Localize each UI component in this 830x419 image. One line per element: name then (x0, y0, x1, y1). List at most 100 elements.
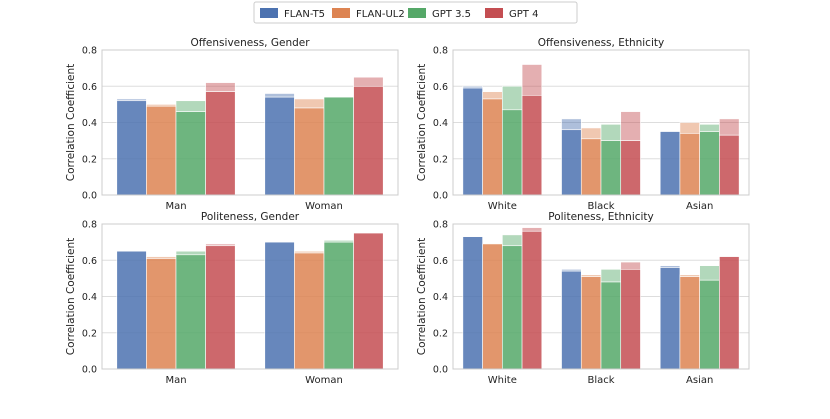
bar (264, 241, 295, 370)
panel-title: Politeness, Gender (201, 211, 300, 223)
y-tick-label: 0.2 (82, 154, 97, 165)
plot-frame (452, 49, 750, 196)
bar (521, 95, 543, 196)
y-tick-label: 0.0 (82, 191, 97, 202)
y-tick-label: 0.4 (82, 292, 97, 303)
bar-upper-estimate (502, 234, 523, 247)
bar (353, 85, 384, 196)
legend-entry: FLAN-T5 (260, 8, 325, 20)
x-tick-label: Man (165, 375, 186, 386)
bar (353, 232, 384, 370)
panel-title: Offensiveness, Ethnicity (538, 37, 664, 49)
y-axis-label: Correlation Coefficient (416, 238, 428, 356)
plot-frame (101, 49, 399, 196)
bar (561, 270, 582, 370)
plot-frame (452, 223, 750, 370)
bar (294, 107, 325, 196)
bar (580, 138, 602, 196)
bar (699, 131, 720, 196)
bar (146, 105, 177, 196)
y-tick-label: 0.2 (82, 328, 97, 339)
y-tick-label: 0.2 (433, 328, 448, 339)
legend-label: FLAN-T5 (284, 9, 325, 20)
y-axis-label: Correlation Coefficient (65, 64, 77, 182)
y-tick-label: 0.6 (433, 256, 448, 267)
panel-off-ethnicity: 0.0 0.2 0.4 0.6 0.8 White Black Asian Offensiven… (416, 37, 750, 212)
y-tick-label: 0.4 (82, 118, 97, 129)
y-tick-label: 0.0 (433, 365, 448, 376)
bar-upper-estimate (205, 82, 236, 92)
bar (719, 256, 740, 370)
legend-label: FLAN-UL2 (356, 9, 405, 20)
legend-swatch (408, 8, 426, 18)
y-tick-label: 0.6 (433, 82, 448, 93)
bar-upper-estimate (175, 250, 206, 256)
y-tick-label: 0.0 (82, 365, 97, 376)
bar-upper-estimate (600, 269, 622, 283)
bar (205, 91, 236, 196)
bar (502, 245, 523, 370)
bar-upper-estimate (561, 118, 582, 131)
bar (719, 134, 740, 196)
x-tick-label: Woman (305, 201, 343, 212)
bar-upper-estimate (175, 100, 206, 112)
bar (116, 250, 147, 370)
bar (462, 236, 483, 370)
bar (116, 100, 147, 196)
bar (205, 245, 236, 370)
bar (659, 131, 681, 196)
legend-entry: FLAN-UL2 (332, 8, 405, 20)
bar (175, 111, 206, 196)
x-tick-label: Woman (305, 375, 343, 386)
bar (521, 230, 543, 370)
bar-upper-estimate (264, 93, 295, 98)
y-tick-label: 0.4 (433, 118, 448, 129)
x-tick-label: Black (587, 375, 614, 386)
bar-upper-estimate (353, 76, 384, 87)
bar (600, 281, 622, 370)
plot-frame (101, 223, 399, 370)
bar-upper-estimate (482, 91, 503, 100)
panels: 0.0 0.2 0.4 0.6 0.8 Man Woman Offensiveness, Ge… (65, 37, 750, 386)
bar-upper-estimate (580, 127, 602, 140)
x-tick-label: White (488, 375, 517, 386)
bar (679, 276, 700, 370)
panel-title: Offensiveness, Gender (190, 37, 310, 49)
bar (699, 279, 720, 370)
bar-upper-estimate (719, 118, 740, 136)
y-tick-label: 0.0 (433, 191, 448, 202)
x-tick-label: White (488, 201, 517, 212)
bar-upper-estimate (521, 64, 543, 96)
bar-upper-estimate (699, 265, 720, 281)
bar (323, 96, 354, 196)
y-axis-label: Correlation Coefficient (65, 238, 77, 356)
bar (679, 133, 700, 196)
bar-upper-estimate (521, 227, 543, 232)
bar-upper-estimate (679, 122, 700, 134)
y-tick-label: 0.8 (82, 220, 97, 231)
bar (620, 269, 641, 370)
bar (502, 109, 523, 196)
bar (561, 129, 582, 196)
bar (482, 98, 503, 196)
bar (580, 276, 602, 370)
x-tick-label: Asian (686, 201, 713, 212)
bar-upper-estimate (502, 85, 523, 111)
legend-label: GPT 3.5 (432, 9, 471, 20)
y-tick-label: 0.8 (433, 220, 448, 231)
x-tick-label: Black (587, 201, 614, 212)
x-tick-label: Man (165, 201, 186, 212)
bar (600, 140, 622, 196)
legend-swatch (332, 8, 350, 18)
y-tick-label: 0.6 (82, 82, 97, 93)
x-tick-label: Asian (686, 375, 713, 386)
bar-upper-estimate (620, 111, 641, 141)
bar (323, 241, 354, 370)
y-tick-label: 0.2 (433, 154, 448, 165)
y-tick-label: 0.8 (82, 46, 97, 57)
legend: FLAN-T5 FLAN-UL2 GPT 3.5 GPT 4 (253, 1, 578, 24)
panel-pol-gender: 0.0 0.2 0.4 0.6 0.8 Man Woman Politeness, Gende… (65, 211, 399, 386)
bar-upper-estimate (600, 124, 622, 141)
